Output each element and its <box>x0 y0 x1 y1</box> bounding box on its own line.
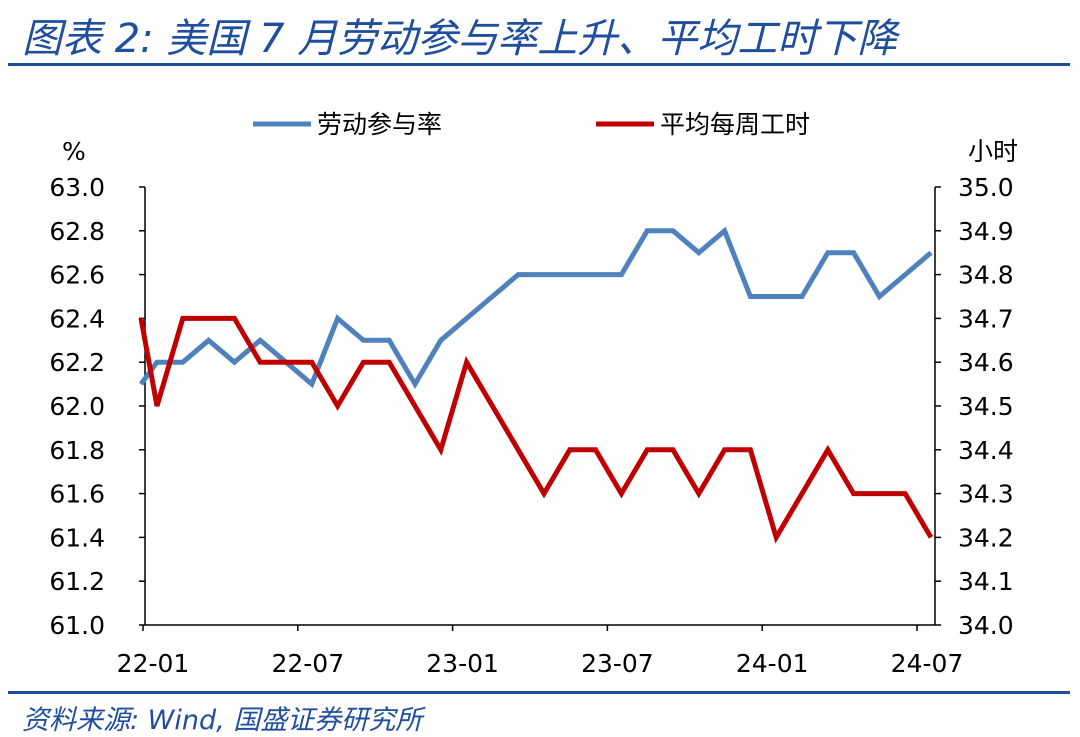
left-tick-label: 61.6 <box>49 480 105 509</box>
legend-label-2: 平均每周工时 <box>660 110 810 139</box>
title-divider <box>8 63 1070 66</box>
left-tick-label: 61.0 <box>49 611 105 640</box>
left-tick-label: 62.2 <box>49 348 105 377</box>
series-line-1 <box>138 226 933 390</box>
chart-legend: 劳动参与率 平均每周工时 <box>253 110 810 139</box>
left-tick-label: 62.4 <box>49 304 105 333</box>
right-tick-label: 34.3 <box>958 480 1014 509</box>
left-tick-label: 62.6 <box>49 261 105 290</box>
right-tick-label: 35.0 <box>958 173 1014 202</box>
left-tick-label: 62.0 <box>49 392 105 421</box>
left-tick-label: 61.8 <box>49 436 105 465</box>
left-tick-label: 63.0 <box>49 173 105 202</box>
series-line-2 <box>138 315 934 544</box>
x-tick-label: 24-01 <box>736 649 809 678</box>
right-tick-label: 34.0 <box>958 611 1014 640</box>
source-note: 资料来源: Wind, 国盛证券研究所 <box>22 705 423 736</box>
right-tick-label: 34.1 <box>958 567 1014 596</box>
right-tick-label: 34.7 <box>958 304 1014 333</box>
chart-series <box>138 226 934 544</box>
right-axis-unit: 小时 <box>968 137 1018 166</box>
x-tick-label: 24-07 <box>891 649 964 678</box>
left-tick-label: 61.4 <box>49 523 105 552</box>
right-tick-label: 34.6 <box>958 348 1014 377</box>
legend-label-1: 劳动参与率 <box>317 110 442 139</box>
right-tick-label: 34.8 <box>958 261 1014 290</box>
chart-axes <box>139 186 941 631</box>
x-tick-label: 22-01 <box>117 649 190 678</box>
left-axis-unit: % <box>62 137 86 166</box>
right-tick-label: 34.2 <box>958 523 1014 552</box>
chart-title: 图表 2: 美国 7 月劳动参与率上升、平均工时下降 <box>22 16 898 62</box>
x-tick-label: 23-01 <box>426 649 499 678</box>
left-tick-label: 61.2 <box>49 567 105 596</box>
x-tick-label: 23-07 <box>581 649 654 678</box>
right-tick-label: 34.5 <box>958 392 1014 421</box>
right-tick-label: 34.9 <box>958 217 1014 246</box>
chart-tick-labels: 61.0 61.2 61.4 61.6 61.8 62.0 62.2 62.4 62.6 62.8… <box>49 173 1013 678</box>
x-tick-label: 22-07 <box>271 649 344 678</box>
dual-axis-line-chart: 61.0 61.2 61.4 61.6 61.8 62.0 62.2 62.4 62.6 62.8… <box>49 110 1018 678</box>
right-tick-label: 34.4 <box>958 436 1014 465</box>
footer-divider <box>8 691 1070 694</box>
left-tick-label: 62.8 <box>49 217 105 246</box>
